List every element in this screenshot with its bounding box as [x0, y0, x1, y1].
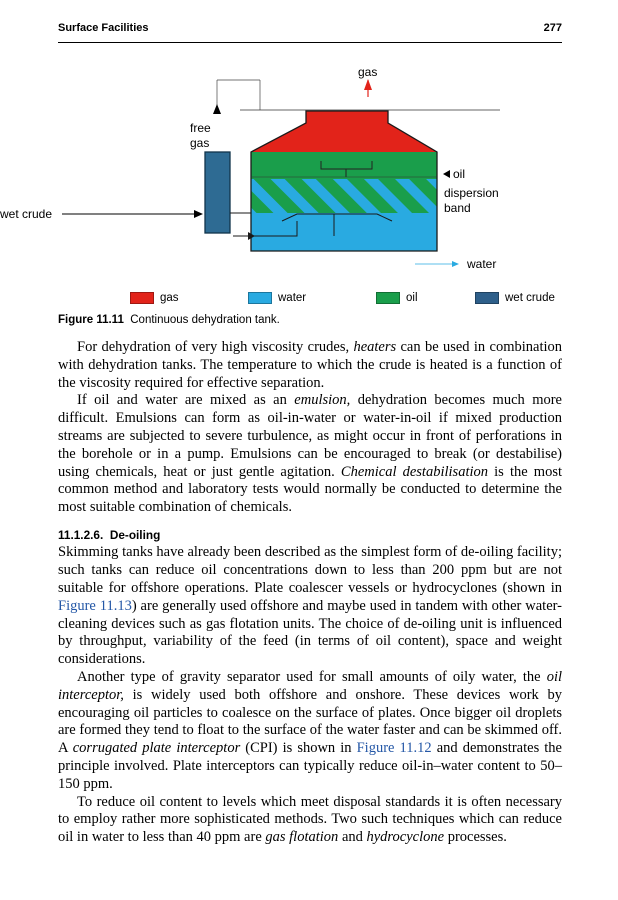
svg-text:wet crude: wet crude	[0, 207, 52, 221]
svg-text:gas: gas	[358, 65, 377, 79]
svg-text:dispersion: dispersion	[444, 186, 499, 200]
svg-text:water: water	[466, 257, 496, 271]
svg-text:gas: gas	[190, 136, 209, 150]
svg-text:free: free	[190, 121, 211, 135]
svg-text:oil: oil	[453, 167, 465, 181]
svg-text:band: band	[444, 201, 471, 215]
